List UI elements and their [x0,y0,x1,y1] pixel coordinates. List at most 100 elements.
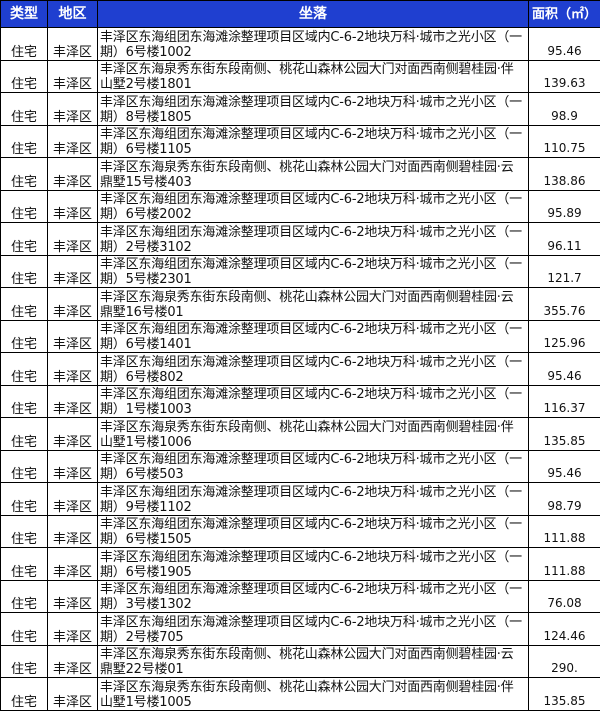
cell-region: 丰泽区 [48,190,98,223]
cell-location: 丰泽区东海组团东海滩涂整理项目区域内C-6-2地块万科·城市之光小区（一期）6号… [98,450,529,483]
cell-type: 住宅 [1,483,48,516]
cell-area: 98.79 [529,483,600,516]
cell-type: 住宅 [1,678,48,711]
cell-type: 住宅 [1,93,48,126]
cell-area: 290. [529,645,600,678]
cell-type: 住宅 [1,158,48,191]
cell-area: 98.9 [529,93,600,126]
cell-region: 丰泽区 [48,450,98,483]
cell-region: 丰泽区 [48,288,98,321]
table-row: 住宅丰泽区丰泽区东海泉秀东街东段南侧、桃花山森林公园大门对面西南侧碧桂园·伴山墅… [1,60,600,93]
cell-region: 丰泽区 [48,93,98,126]
cell-area: 111.88 [529,515,600,548]
cell-region: 丰泽区 [48,515,98,548]
table-row: 住宅丰泽区丰泽区东海组团东海滩涂整理项目区域内C-6-2地块万科·城市之光小区（… [1,320,600,353]
cell-location: 丰泽区东海组团东海滩涂整理项目区域内C-6-2地块万科·城市之光小区（一期）5号… [98,255,529,288]
table-row: 住宅丰泽区丰泽区东海泉秀东街东段南侧、桃花山森林公园大门对面西南侧碧桂园·伴山墅… [1,418,600,451]
table-row: 住宅丰泽区丰泽区东海泉秀东街东段南侧、桃花山森林公园大门对面西南侧碧桂园·云鼎墅… [1,288,600,321]
cell-region: 丰泽区 [48,645,98,678]
cell-location: 丰泽区东海组团东海滩涂整理项目区域内C-6-2地块万科·城市之光小区（一期）6号… [98,515,529,548]
table-row: 住宅丰泽区丰泽区东海泉秀东街东段南侧、桃花山森林公园大门对面西南侧碧桂园·云鼎墅… [1,158,600,191]
cell-location: 丰泽区东海泉秀东街东段南侧、桃花山森林公园大门对面西南侧碧桂园·伴山墅1号楼10… [98,418,529,451]
cell-area: 95.46 [529,450,600,483]
cell-region: 丰泽区 [48,320,98,353]
cell-region: 丰泽区 [48,158,98,191]
cell-area: 125.96 [529,320,600,353]
cell-location: 丰泽区东海组团东海滩涂整理项目区域内C-6-2地块万科·城市之光小区（一期）9号… [98,483,529,516]
cell-type: 住宅 [1,288,48,321]
cell-type: 住宅 [1,645,48,678]
cell-type: 住宅 [1,255,48,288]
table-row: 住宅丰泽区丰泽区东海组团东海滩涂整理项目区域内C-6-2地块万科·城市之光小区（… [1,125,600,158]
cell-type: 住宅 [1,613,48,646]
cell-location: 丰泽区东海组团东海滩涂整理项目区域内C-6-2地块万科·城市之光小区（一期）6号… [98,320,529,353]
cell-area: 110.75 [529,125,600,158]
cell-area: 135.85 [529,418,600,451]
cell-area: 135.85 [529,678,600,711]
table-row: 住宅丰泽区丰泽区东海组团东海滩涂整理项目区域内C-6-2地块万科·城市之光小区（… [1,548,600,581]
cell-location: 丰泽区东海组团东海滩涂整理项目区域内C-6-2地块万科·城市之光小区（一期）6号… [98,190,529,223]
table-row: 住宅丰泽区丰泽区东海组团东海滩涂整理项目区域内C-6-2地块万科·城市之光小区（… [1,223,600,256]
cell-location: 丰泽区东海组团东海滩涂整理项目区域内C-6-2地块万科·城市之光小区（一期）6号… [98,125,529,158]
cell-type: 住宅 [1,223,48,256]
cell-type: 住宅 [1,418,48,451]
cell-area: 95.89 [529,190,600,223]
table-row: 住宅丰泽区丰泽区东海组团东海滩涂整理项目区域内C-6-2地块万科·城市之光小区（… [1,353,600,386]
table-row: 住宅丰泽区丰泽区东海组团东海滩涂整理项目区域内C-6-2地块万科·城市之光小区（… [1,613,600,646]
cell-region: 丰泽区 [48,28,98,61]
table-row: 住宅丰泽区丰泽区东海组团东海滩涂整理项目区域内C-6-2地块万科·城市之光小区（… [1,483,600,516]
header-area: 面积（㎡） [529,1,600,28]
cell-region: 丰泽区 [48,60,98,93]
cell-area: 124.46 [529,613,600,646]
cell-location: 丰泽区东海组团东海滩涂整理项目区域内C-6-2地块万科·城市之光小区（一期）8号… [98,93,529,126]
table-row: 住宅丰泽区丰泽区东海组团东海滩涂整理项目区域内C-6-2地块万科·城市之光小区（… [1,515,600,548]
cell-region: 丰泽区 [48,223,98,256]
table-row: 住宅丰泽区丰泽区东海组团东海滩涂整理项目区域内C-6-2地块万科·城市之光小区（… [1,28,600,61]
table-body: 住宅丰泽区丰泽区东海组团东海滩涂整理项目区域内C-6-2地块万科·城市之光小区（… [1,28,600,711]
cell-type: 住宅 [1,320,48,353]
cell-type: 住宅 [1,125,48,158]
table-row: 住宅丰泽区丰泽区东海组团东海滩涂整理项目区域内C-6-2地块万科·城市之光小区（… [1,450,600,483]
cell-area: 121.7 [529,255,600,288]
table-row: 住宅丰泽区丰泽区东海组团东海滩涂整理项目区域内C-6-2地块万科·城市之光小区（… [1,190,600,223]
cell-type: 住宅 [1,28,48,61]
cell-area: 355.76 [529,288,600,321]
cell-location: 丰泽区东海组团东海滩涂整理项目区域内C-6-2地块万科·城市之光小区（一期）3号… [98,580,529,613]
table-row: 住宅丰泽区丰泽区东海泉秀东街东段南侧、桃花山森林公园大门对面西南侧碧桂园·云鼎墅… [1,645,600,678]
cell-region: 丰泽区 [48,483,98,516]
table-row: 住宅丰泽区丰泽区东海泉秀东街东段南侧、桃花山森林公园大门对面西南侧碧桂园·伴山墅… [1,678,600,711]
table-row: 住宅丰泽区丰泽区东海组团东海滩涂整理项目区域内C-6-2地块万科·城市之光小区（… [1,385,600,418]
cell-location: 丰泽区东海泉秀东街东段南侧、桃花山森林公园大门对面西南侧碧桂园·伴山墅1号楼10… [98,678,529,711]
cell-type: 住宅 [1,60,48,93]
cell-type: 住宅 [1,450,48,483]
cell-region: 丰泽区 [48,125,98,158]
header-row: 类型 地区 坐落 面积（㎡） [1,1,600,28]
cell-location: 丰泽区东海组团东海滩涂整理项目区域内C-6-2地块万科·城市之光小区（一期）6号… [98,548,529,581]
cell-location: 丰泽区东海泉秀东街东段南侧、桃花山森林公园大门对面西南侧碧桂园·云鼎墅22号楼0… [98,645,529,678]
header-type: 类型 [1,1,48,28]
cell-area: 95.46 [529,353,600,386]
table-row: 住宅丰泽区丰泽区东海组团东海滩涂整理项目区域内C-6-2地块万科·城市之光小区（… [1,255,600,288]
table-row: 住宅丰泽区丰泽区东海组团东海滩涂整理项目区域内C-6-2地块万科·城市之光小区（… [1,580,600,613]
cell-region: 丰泽区 [48,548,98,581]
header-region: 地区 [48,1,98,28]
cell-type: 住宅 [1,548,48,581]
cell-type: 住宅 [1,580,48,613]
header-location: 坐落 [98,1,529,28]
cell-location: 丰泽区东海组团东海滩涂整理项目区域内C-6-2地块万科·城市之光小区（一期）2号… [98,613,529,646]
cell-area: 76.08 [529,580,600,613]
cell-location: 丰泽区东海泉秀东街东段南侧、桃花山森林公园大门对面西南侧碧桂园·云鼎墅15号楼4… [98,158,529,191]
cell-area: 96.11 [529,223,600,256]
cell-type: 住宅 [1,515,48,548]
cell-location: 丰泽区东海组团东海滩涂整理项目区域内C-6-2地块万科·城市之光小区（一期）2号… [98,223,529,256]
cell-area: 138.86 [529,158,600,191]
cell-area: 139.63 [529,60,600,93]
cell-location: 丰泽区东海组团东海滩涂整理项目区域内C-6-2地块万科·城市之光小区（一期）6号… [98,353,529,386]
cell-region: 丰泽区 [48,385,98,418]
cell-region: 丰泽区 [48,678,98,711]
cell-location: 丰泽区东海组团东海滩涂整理项目区域内C-6-2地块万科·城市之光小区（一期）6号… [98,28,529,61]
cell-type: 住宅 [1,353,48,386]
cell-region: 丰泽区 [48,353,98,386]
cell-area: 95.46 [529,28,600,61]
